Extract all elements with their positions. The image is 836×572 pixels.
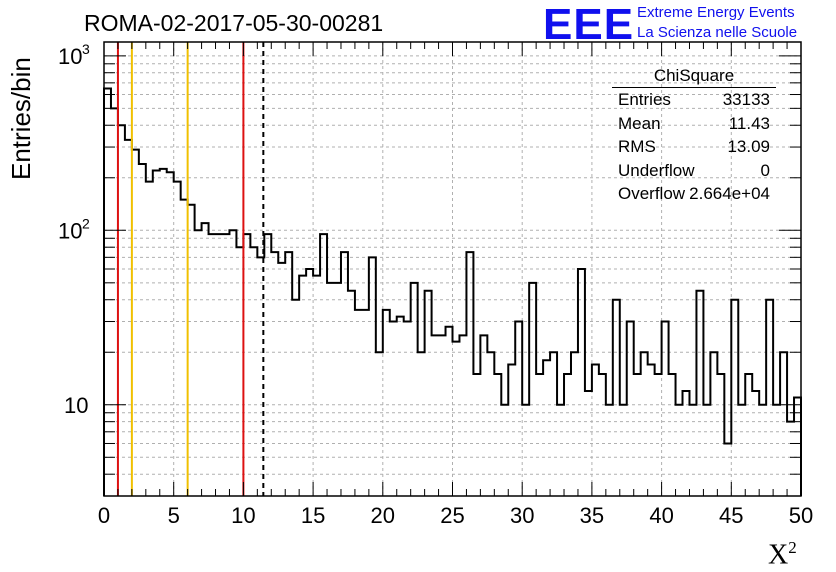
x-tick-label: 35 (580, 503, 604, 528)
logo-text-line2: La Scienza nelle Scuole (637, 24, 798, 41)
y-axis-label: Entries/bin (6, 57, 36, 180)
x-tick-label: 50 (789, 503, 813, 528)
stats-box: ChiSquare Entries 33133 Mean 11.43 RMS 13.0… (612, 66, 776, 208)
stats-row-rms: RMS 13.09 (612, 137, 776, 161)
stats-value: 0 (760, 160, 770, 180)
x-axis-label-base: X (768, 539, 789, 571)
x-tick-label: 0 (98, 503, 110, 528)
stats-label: Entries (618, 90, 671, 109)
y-tick-label: 10 (64, 393, 88, 418)
stats-name: ChiSquare (612, 66, 776, 88)
stats-row-underflow: Underflow 0 (612, 161, 776, 185)
chart-title: ROMA-02-2017-05-30-00281 (84, 10, 384, 36)
stats-label: Mean (618, 113, 661, 133)
stats-label: RMS (618, 137, 656, 156)
x-tick-label: 20 (371, 503, 395, 528)
stats-label: Underflow (618, 160, 695, 180)
y-tick-label: 10 (58, 44, 82, 69)
stats-row-mean: Mean 11.43 (612, 114, 776, 138)
logo-text-line1: Extreme Energy Events (637, 4, 795, 21)
eee-logo: EEE (543, 0, 635, 49)
y-tick-label: 10 (58, 218, 82, 243)
stats-row-overflow: Overflow 2.664e+04 (612, 184, 776, 208)
histogram-series (103, 87, 802, 496)
x-tick-label: 45 (719, 503, 743, 528)
x-tick-label: 30 (510, 503, 534, 528)
x-tick-label: 5 (168, 503, 180, 528)
y-tick-exponent: 3 (82, 41, 90, 57)
x-tick-label: 15 (301, 503, 325, 528)
x-tick-label: 10 (231, 503, 255, 528)
stats-value: 11.43 (728, 113, 770, 133)
stats-value: 33133 (722, 90, 770, 109)
stats-value: 2.664e+04 (689, 184, 770, 203)
x-axis-label: X2 (768, 538, 797, 571)
y-tick-exponent: 2 (82, 215, 90, 231)
x-tick-label: 25 (440, 503, 464, 528)
stats-value: 13.09 (727, 137, 770, 156)
x-axis-label-sup: 2 (788, 538, 797, 557)
x-tick-label: 40 (649, 503, 673, 528)
stats-row-entries: Entries 33133 (612, 90, 776, 114)
stats-label: Overflow (618, 184, 686, 203)
